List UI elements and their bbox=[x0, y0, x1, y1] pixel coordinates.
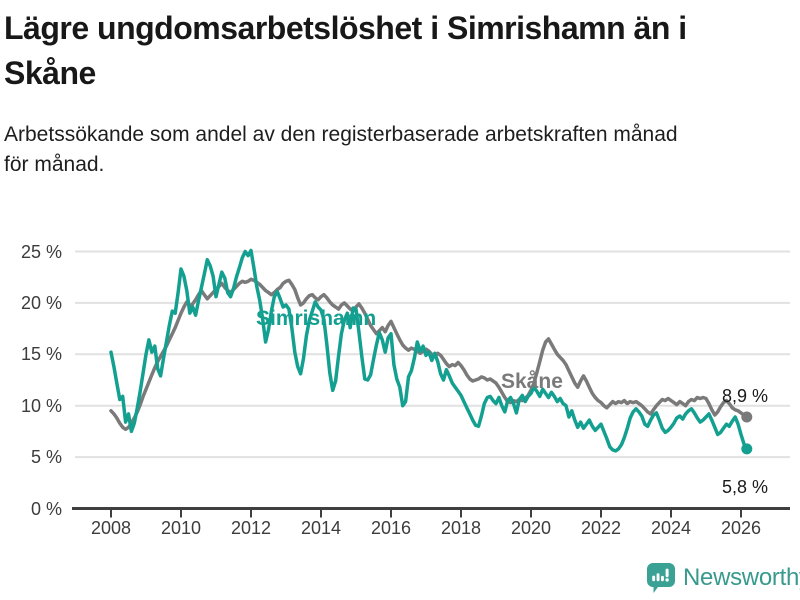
end-dot-skåne bbox=[741, 411, 753, 423]
x-tick-label: 2010 bbox=[160, 518, 202, 538]
title-line-2: Skåne bbox=[4, 55, 96, 92]
y-tick-label: 15 % bbox=[20, 344, 62, 365]
y-tick-label: 10 % bbox=[20, 395, 62, 416]
y-tick-label: 0 % bbox=[30, 498, 62, 519]
x-tick-label: 2008 bbox=[90, 518, 132, 538]
x-tick-label: 2024 bbox=[650, 518, 692, 538]
x-tick-label: 2022 bbox=[580, 518, 622, 538]
x-tick-label: 2016 bbox=[370, 518, 412, 538]
page-title: Lägre ungdomsarbetslöshet i Simrishamn ä… bbox=[4, 6, 774, 97]
newsworthy-logo: Newsworthy bbox=[646, 562, 800, 593]
series-line-simrishamn bbox=[109, 248, 749, 453]
chart-subtitle: Arbetssökande som andel av den registerb… bbox=[4, 120, 784, 180]
x-tick-label: 2014 bbox=[300, 518, 342, 538]
x-tick-label: 2018 bbox=[440, 518, 482, 538]
x-tick-label: 2020 bbox=[510, 518, 552, 538]
end-dot-simrishamn bbox=[741, 443, 753, 455]
subtitle-line-1: Arbetssökande som andel av den registerb… bbox=[4, 123, 678, 146]
series-label-skane: Skåne bbox=[501, 370, 563, 393]
newsworthy-wordmark: Newsworthy bbox=[683, 563, 800, 591]
x-tick-label: 2012 bbox=[230, 518, 272, 538]
x-tick-label: 2026 bbox=[720, 518, 762, 538]
end-value-label-skane: 8,9 % bbox=[722, 386, 769, 406]
subtitle-line-2: för månad. bbox=[4, 153, 105, 177]
series-label-simrishamn: Simrishamn bbox=[256, 307, 377, 330]
end-value-label-simrishamn: 5,8 % bbox=[722, 477, 769, 497]
y-tick-label: 5 % bbox=[30, 447, 62, 468]
y-tick-label: 20 % bbox=[20, 292, 62, 313]
y-tick-label: 25 % bbox=[20, 241, 62, 262]
title-line-1: Lägre ungdomsarbetslöshet i Simrishamn ä… bbox=[4, 10, 687, 46]
newsworthy-chart-bubble-icon bbox=[647, 563, 675, 593]
